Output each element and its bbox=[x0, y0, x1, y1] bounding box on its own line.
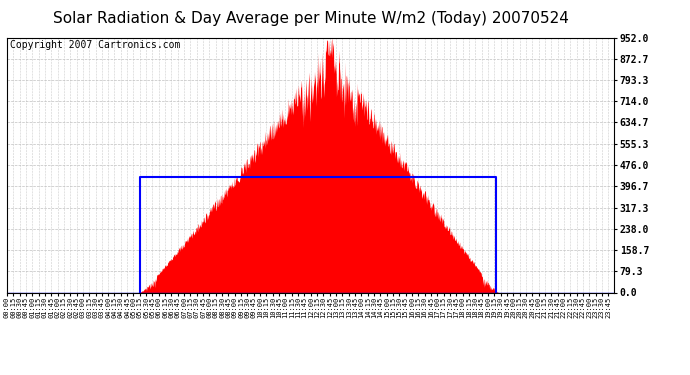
Text: Solar Radiation & Day Average per Minute W/m2 (Today) 20070524: Solar Radiation & Day Average per Minute… bbox=[52, 11, 569, 26]
Text: Copyright 2007 Cartronics.com: Copyright 2007 Cartronics.com bbox=[10, 40, 180, 50]
